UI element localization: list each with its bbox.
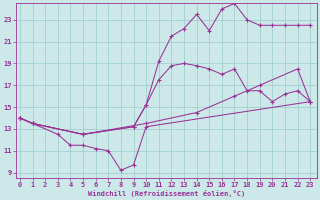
X-axis label: Windchill (Refroidissement éolien,°C): Windchill (Refroidissement éolien,°C) [88,190,245,197]
